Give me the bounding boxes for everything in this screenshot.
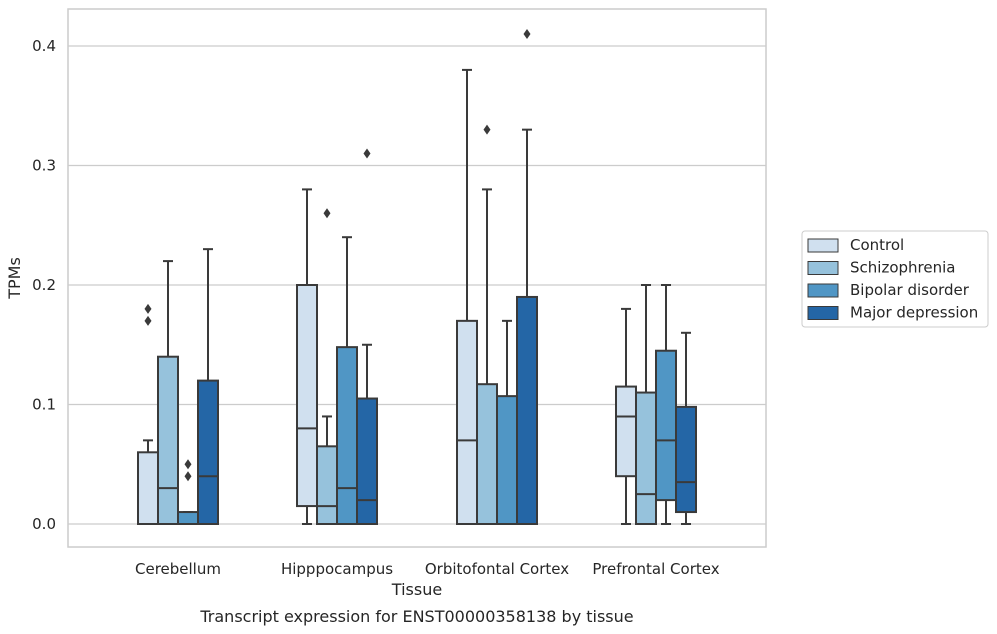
box-major-depression-1 [356, 148, 378, 525]
x-tick-label: Cerebellum [135, 560, 221, 578]
legend-label: Control [850, 236, 904, 254]
legend-swatch [807, 306, 839, 320]
y-axis-ticks: 0.0 0.1 0.2 0.3 0.4 [32, 37, 56, 533]
y-tick-label: 0.2 [32, 276, 56, 294]
box-body [157, 355, 179, 526]
chart-caption: Transcript expression for ENST0000035813… [199, 607, 633, 626]
outlier-marker [523, 29, 531, 40]
box-major-depression-3 [675, 331, 697, 525]
y-tick-label: 0.1 [32, 396, 56, 414]
legend: Control Schizophrenia Bipolar disorder Majo… [801, 230, 989, 328]
y-tick-label: 0.4 [32, 37, 56, 55]
box-control-1 [296, 188, 318, 525]
box-control-2 [456, 68, 478, 525]
box-major-depression-0 [197, 248, 219, 525]
box-body [516, 295, 538, 526]
outlier-marker [483, 124, 491, 135]
box-body [197, 379, 219, 525]
legend-swatch [807, 261, 839, 275]
box-body [316, 445, 338, 526]
box-body [177, 511, 199, 525]
outlier-marker [363, 148, 371, 159]
box-body [635, 391, 657, 525]
x-tick-label: Orbitofontal Cortex [425, 560, 569, 578]
outlier-marker [184, 459, 192, 470]
legend-label: Major depression [850, 304, 978, 322]
box-schizophrenia-1 [316, 208, 338, 526]
outlier-marker [144, 315, 152, 326]
box-control-3 [615, 307, 637, 525]
plot-frame [67, 8, 767, 548]
box-body [476, 383, 498, 525]
box-body [137, 451, 159, 525]
outlier-marker [184, 471, 192, 482]
box-bipolar-disorder-1 [336, 236, 358, 526]
box-bipolar-disorder-3 [655, 284, 677, 525]
box-bipolar-disorder-0 [177, 459, 199, 525]
outlier-marker [323, 208, 331, 219]
box-bipolar-disorder-2 [496, 319, 518, 526]
box-body [336, 346, 358, 526]
y-tick-label: 0.3 [32, 157, 56, 175]
x-tick-label: Prefrontal Cortex [592, 560, 719, 578]
x-tick-label: Hipppocampus [281, 560, 393, 578]
box-body [496, 395, 518, 526]
legend-label: Schizophrenia [850, 259, 955, 277]
legend-swatch [807, 238, 839, 253]
outlier-marker [144, 303, 152, 314]
box-body [456, 319, 478, 525]
legend-label: Bipolar disorder [850, 281, 970, 299]
box-body [356, 397, 378, 525]
x-axis-title: Tissue [391, 580, 442, 599]
box-body [655, 349, 677, 502]
box-body [615, 385, 637, 478]
box-control-0 [137, 303, 159, 525]
x-axis-ticks: Cerebellum Hipppocampus Orbitofontal Corte… [135, 560, 720, 578]
y-tick-label: 0.0 [32, 515, 56, 533]
y-axis-title: TPMs [5, 257, 24, 300]
plot-area [137, 29, 697, 526]
box-schizophrenia-2 [476, 124, 498, 525]
box-schizophrenia-3 [635, 284, 657, 525]
legend-frame [801, 230, 989, 328]
box-major-depression-2 [516, 29, 538, 526]
box-body [296, 284, 318, 508]
legend-swatch [807, 283, 839, 298]
box-schizophrenia-0 [157, 260, 179, 526]
box-body [675, 405, 697, 514]
